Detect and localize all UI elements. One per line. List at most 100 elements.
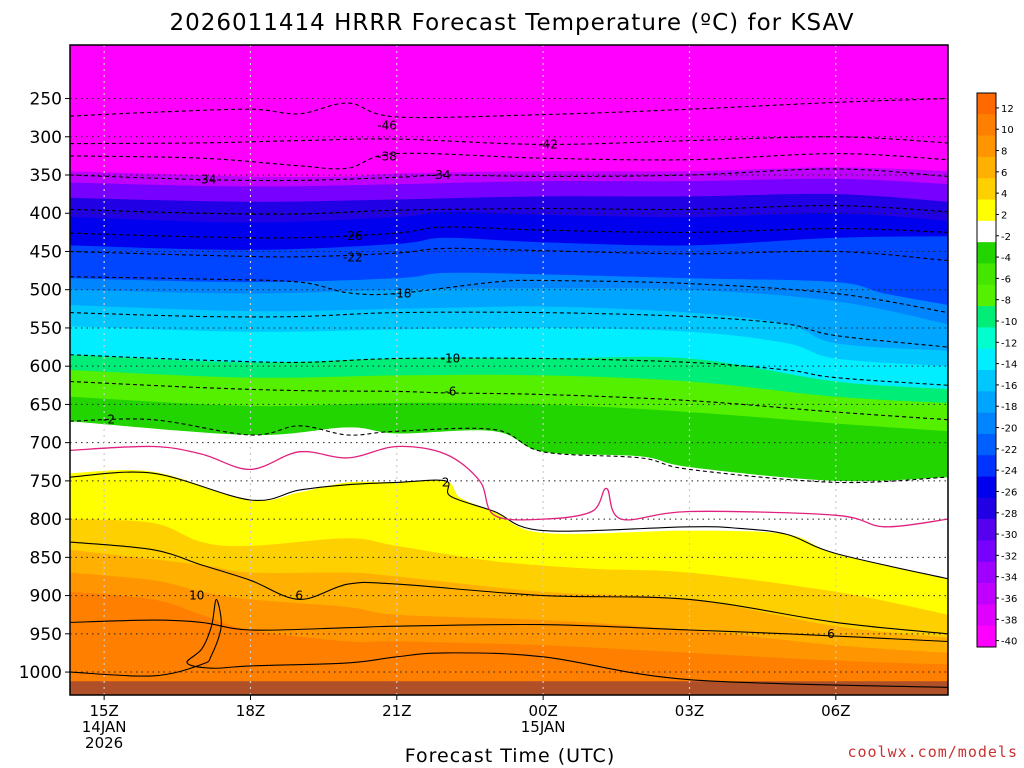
x-tick-label: 15JAN	[521, 718, 566, 736]
isotherm-line	[70, 247, 948, 262]
colorbar-swatch	[977, 135, 996, 158]
colorbar-swatch	[977, 306, 996, 328]
y-tick-label: 300	[30, 128, 62, 148]
colorbar-swatch	[977, 604, 996, 626]
x-tick-label: 18Z	[236, 702, 265, 720]
y-tick-label: 450	[30, 242, 62, 262]
contour-label: -26	[343, 229, 363, 243]
y-tick-label: 350	[30, 166, 62, 186]
colorbar-swatch	[977, 199, 996, 222]
y-tick-label: 600	[30, 357, 62, 377]
contour-label: -10	[441, 352, 461, 366]
pressure-axis: 250 300 350 400 450 500 550 600 650 700 750 800 850 9…	[19, 90, 70, 683]
x-tick-label: 00Z	[528, 702, 557, 720]
colorbar-label: -26	[1001, 487, 1017, 498]
colorbar-swatch	[977, 433, 996, 456]
colorbar-label: 4	[1001, 189, 1007, 200]
credit-link[interactable]: coolwx.com/models	[847, 743, 1018, 761]
colorbar-label: -34	[1001, 573, 1017, 584]
colorbar-label: -16	[1001, 381, 1017, 392]
colorbar-label: -2	[1001, 232, 1011, 243]
x-tick-label: 21Z	[382, 702, 411, 720]
contour-label: -46	[377, 118, 397, 132]
chart-title: 2026011414 HRRR Forecast Temperature (ºC…	[169, 10, 854, 36]
x-tick-label: 2026	[85, 734, 123, 752]
colorbar-swatch	[977, 348, 996, 371]
x-tick-label: 15Z	[89, 702, 118, 720]
freezing-level-line	[70, 445, 948, 528]
temperature-band	[70, 45, 948, 178]
isotherm-line	[70, 619, 948, 643]
y-tick-label: 550	[30, 319, 62, 339]
colorbar-swatch	[977, 583, 996, 605]
y-tick-label: 500	[30, 281, 62, 301]
isotherm-line	[70, 311, 948, 348]
contour-label: 2	[442, 475, 450, 489]
contour-label: -6	[444, 384, 456, 398]
isotherm-line	[70, 598, 948, 688]
isotherm-line	[70, 226, 948, 239]
contour-label: -34	[431, 168, 451, 182]
y-tick-label: 950	[30, 625, 62, 645]
colorbar-swatch	[977, 476, 996, 499]
contour-label: 6	[295, 589, 303, 603]
isotherm-line	[70, 136, 948, 145]
colorbar-label: -22	[1001, 445, 1017, 456]
colorbar-label: -24	[1001, 466, 1017, 477]
colorbar-label: -6	[1001, 274, 1011, 285]
contour-label: -2	[103, 413, 115, 427]
colorbar-swatch	[977, 370, 996, 392]
plot-frame	[69, 44, 949, 696]
temperature-bands	[70, 45, 948, 695]
colorbar-label: 2	[1001, 210, 1007, 221]
colorbar-swatch	[977, 327, 996, 349]
colorbar-swatch	[977, 497, 996, 520]
colorbar-swatch	[977, 519, 996, 541]
x-tick-label: 03Z	[675, 702, 704, 720]
colorbar-swatch	[977, 455, 996, 477]
isotherm-line	[70, 380, 948, 421]
colorbar-label: 10	[1001, 125, 1014, 136]
colorbar-label: 8	[1001, 147, 1007, 158]
contour-label: -22	[343, 251, 363, 265]
contour-label: -34	[197, 173, 217, 187]
contour-label: 10	[189, 589, 204, 603]
colorbar-swatch	[977, 93, 996, 115]
contour-label: -42	[538, 137, 558, 151]
colorbar-label: -10	[1001, 317, 1017, 328]
colorbar-label: -20	[1001, 424, 1017, 435]
colorbar-label: -4	[1001, 253, 1011, 264]
isotherm-line	[70, 97, 948, 119]
y-tick-label: 850	[30, 548, 62, 568]
contour-label: 6	[827, 627, 835, 641]
colorbar-swatch	[977, 540, 996, 563]
isotherm-line	[70, 152, 948, 170]
colorbar-label: -8	[1001, 296, 1011, 307]
y-tick-label: 750	[30, 472, 62, 492]
y-tick-label: 650	[30, 395, 62, 415]
colorbar-swatch	[977, 156, 996, 179]
colorbar-swatch	[977, 114, 996, 136]
isotherm-line	[70, 205, 948, 215]
contour-label: -18	[392, 287, 412, 301]
colorbar-label: -36	[1001, 594, 1017, 605]
colorbar-swatch	[977, 263, 996, 286]
y-tick-label: 250	[30, 90, 62, 110]
colorbar-swatch	[977, 178, 996, 200]
colorbar-label: -18	[1001, 402, 1017, 413]
colorbar-label: -32	[1001, 551, 1017, 562]
y-tick-label: 400	[30, 204, 62, 224]
colorbar-swatch	[977, 220, 996, 243]
colorbar-label: -40	[1001, 637, 1017, 648]
x-tick-label: 14JAN	[82, 718, 127, 736]
colorbar-swatch	[977, 391, 996, 413]
isotherm-line	[70, 354, 948, 386]
colorbar-label: 6	[1001, 168, 1007, 179]
y-tick-label: 700	[30, 434, 62, 454]
colorbar-swatch	[977, 625, 996, 648]
contour-label: -38	[377, 150, 397, 164]
isotherm-line	[70, 418, 948, 484]
isotherm-line	[70, 471, 948, 580]
